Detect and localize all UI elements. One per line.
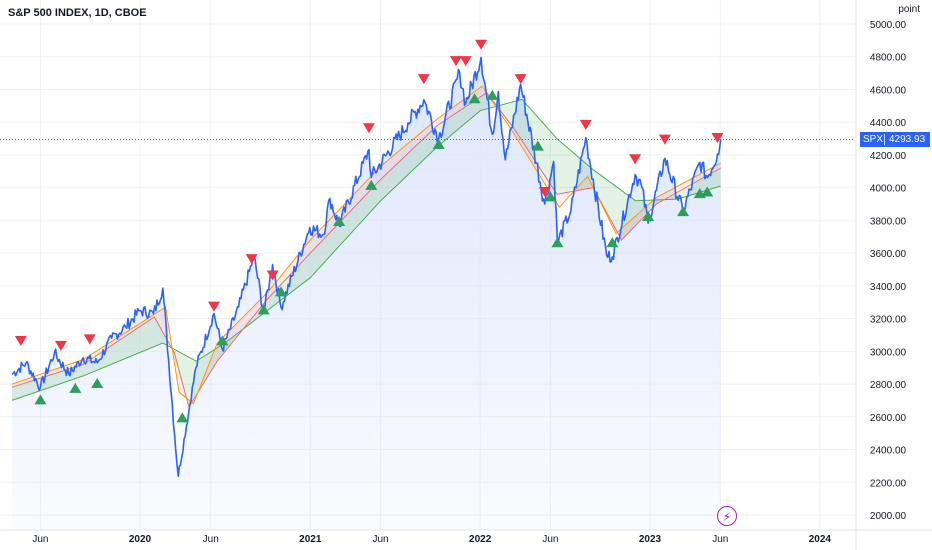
time-axis[interactable]: Jun 2020 Jun 2021 Jun 2022 Jun 2023 Jun 2024 xyxy=(32,534,831,545)
sell-signal-triangle-down-icon xyxy=(629,154,642,165)
last-price-value: 4293.93 xyxy=(889,134,926,145)
last-price-symbol: SPX xyxy=(863,134,884,145)
price-axis[interactable]: 2000.00 2200.00 2400.00 2600.00 2800.00 3000.… xyxy=(870,20,907,522)
time-axis-tick-label: Jun xyxy=(373,534,389,545)
buy-signal-triangle-up-icon xyxy=(365,179,378,190)
sell-signal-triangle-down-icon xyxy=(83,334,96,345)
time-axis-tick-label: Jun xyxy=(542,534,558,545)
price-series xyxy=(0,56,855,477)
signal-markers xyxy=(14,39,724,423)
buy-signal-triangle-up-icon xyxy=(677,206,690,217)
buy-signal-triangle-up-icon xyxy=(274,286,287,297)
price-axis-tick-label: 4200.00 xyxy=(870,151,907,162)
sell-signal-triangle-down-icon xyxy=(514,74,527,85)
lightning-bolt-icon[interactable]: ⚡ xyxy=(717,506,737,526)
sell-signal-triangle-down-icon xyxy=(207,301,220,312)
sell-signal-triangle-down-icon xyxy=(362,123,375,134)
sell-signal-triangle-down-icon xyxy=(266,270,279,281)
price-axis-tick-label: 4800.00 xyxy=(870,53,907,64)
buy-signal-triangle-up-icon xyxy=(34,394,47,405)
buy-signal-triangle-up-icon xyxy=(432,139,445,150)
sell-signal-triangle-down-icon xyxy=(579,119,592,130)
buy-signal-triangle-up-icon xyxy=(91,377,104,388)
time-axis-tick-label: 2021 xyxy=(299,534,322,545)
buy-signal-triangle-up-icon xyxy=(257,304,270,315)
indicator-bands xyxy=(12,86,721,407)
time-axis-tick-label: 2022 xyxy=(469,534,492,545)
price-axis-tick-label: 2000.00 xyxy=(870,511,907,522)
buy-signal-triangle-up-icon xyxy=(531,140,544,151)
time-axis-tick-label: Jun xyxy=(712,534,728,545)
sell-signal-triangle-down-icon xyxy=(449,56,462,67)
time-axis-tick-label: 2023 xyxy=(639,534,662,545)
sell-signal-triangle-down-icon xyxy=(459,56,472,67)
unit-label: point xyxy=(898,4,920,15)
sell-signal-triangle-down-icon xyxy=(658,134,671,145)
symbol-title[interactable]: S&P 500 INDEX, 1D, CBOE xyxy=(8,7,147,19)
buy-signal-triangle-up-icon xyxy=(701,186,714,197)
buy-signal-triangle-up-icon xyxy=(642,211,655,222)
price-axis-tick-label: 5000.00 xyxy=(870,20,907,31)
price-axis-tick-label: 3000.00 xyxy=(870,347,907,358)
buy-signal-triangle-up-icon xyxy=(69,382,82,393)
time-axis-tick-label: 2024 xyxy=(809,534,832,545)
buy-signal-triangle-up-icon xyxy=(468,93,481,104)
price-axis-tick-label: 2200.00 xyxy=(870,478,907,489)
price-axis-tick-label: 3800.00 xyxy=(870,216,907,227)
last-price-separator xyxy=(884,134,885,145)
sell-signal-triangle-down-icon xyxy=(54,340,67,351)
price-axis-tick-label: 3400.00 xyxy=(870,282,907,293)
price-axis-tick-label: 3600.00 xyxy=(870,249,907,260)
time-axis-tick-label: Jun xyxy=(203,534,219,545)
price-axis-tick-label: 3200.00 xyxy=(870,315,907,326)
buy-signal-triangle-up-icon xyxy=(486,89,499,100)
time-axis-tick-label: Jun xyxy=(32,534,48,545)
sell-signal-triangle-down-icon xyxy=(711,133,724,144)
price-axis-tick-label: 4400.00 xyxy=(870,118,907,129)
buy-signal-triangle-up-icon xyxy=(216,335,229,346)
price-axis-tick-label: 4600.00 xyxy=(870,85,907,96)
sell-signal-triangle-down-icon xyxy=(538,187,551,198)
buy-signal-triangle-up-icon xyxy=(333,215,346,226)
price-axis-tick-label: 2600.00 xyxy=(870,413,907,424)
sell-signal-triangle-down-icon xyxy=(417,74,430,85)
buy-signal-triangle-up-icon xyxy=(606,237,619,248)
moving-average-long xyxy=(11,98,721,401)
price-line xyxy=(11,56,722,477)
trend-band-green xyxy=(12,92,721,407)
time-axis-tick-label: 2020 xyxy=(129,534,152,545)
buy-signal-triangle-up-icon xyxy=(544,191,557,202)
sell-signal-triangle-down-icon xyxy=(14,335,27,346)
price-axis-tick-label: 2800.00 xyxy=(870,380,907,391)
price-axis-tick-label: 4000.00 xyxy=(870,184,907,195)
buy-signal-triangle-up-icon xyxy=(551,237,564,248)
last-price-tag: SPX 4293.93 xyxy=(860,132,930,147)
sell-signal-triangle-down-icon xyxy=(245,254,258,265)
price-axis-tick-label: 2400.00 xyxy=(870,446,907,457)
buy-signal-triangle-up-icon xyxy=(176,412,189,423)
sell-signal-triangle-down-icon xyxy=(475,39,488,50)
